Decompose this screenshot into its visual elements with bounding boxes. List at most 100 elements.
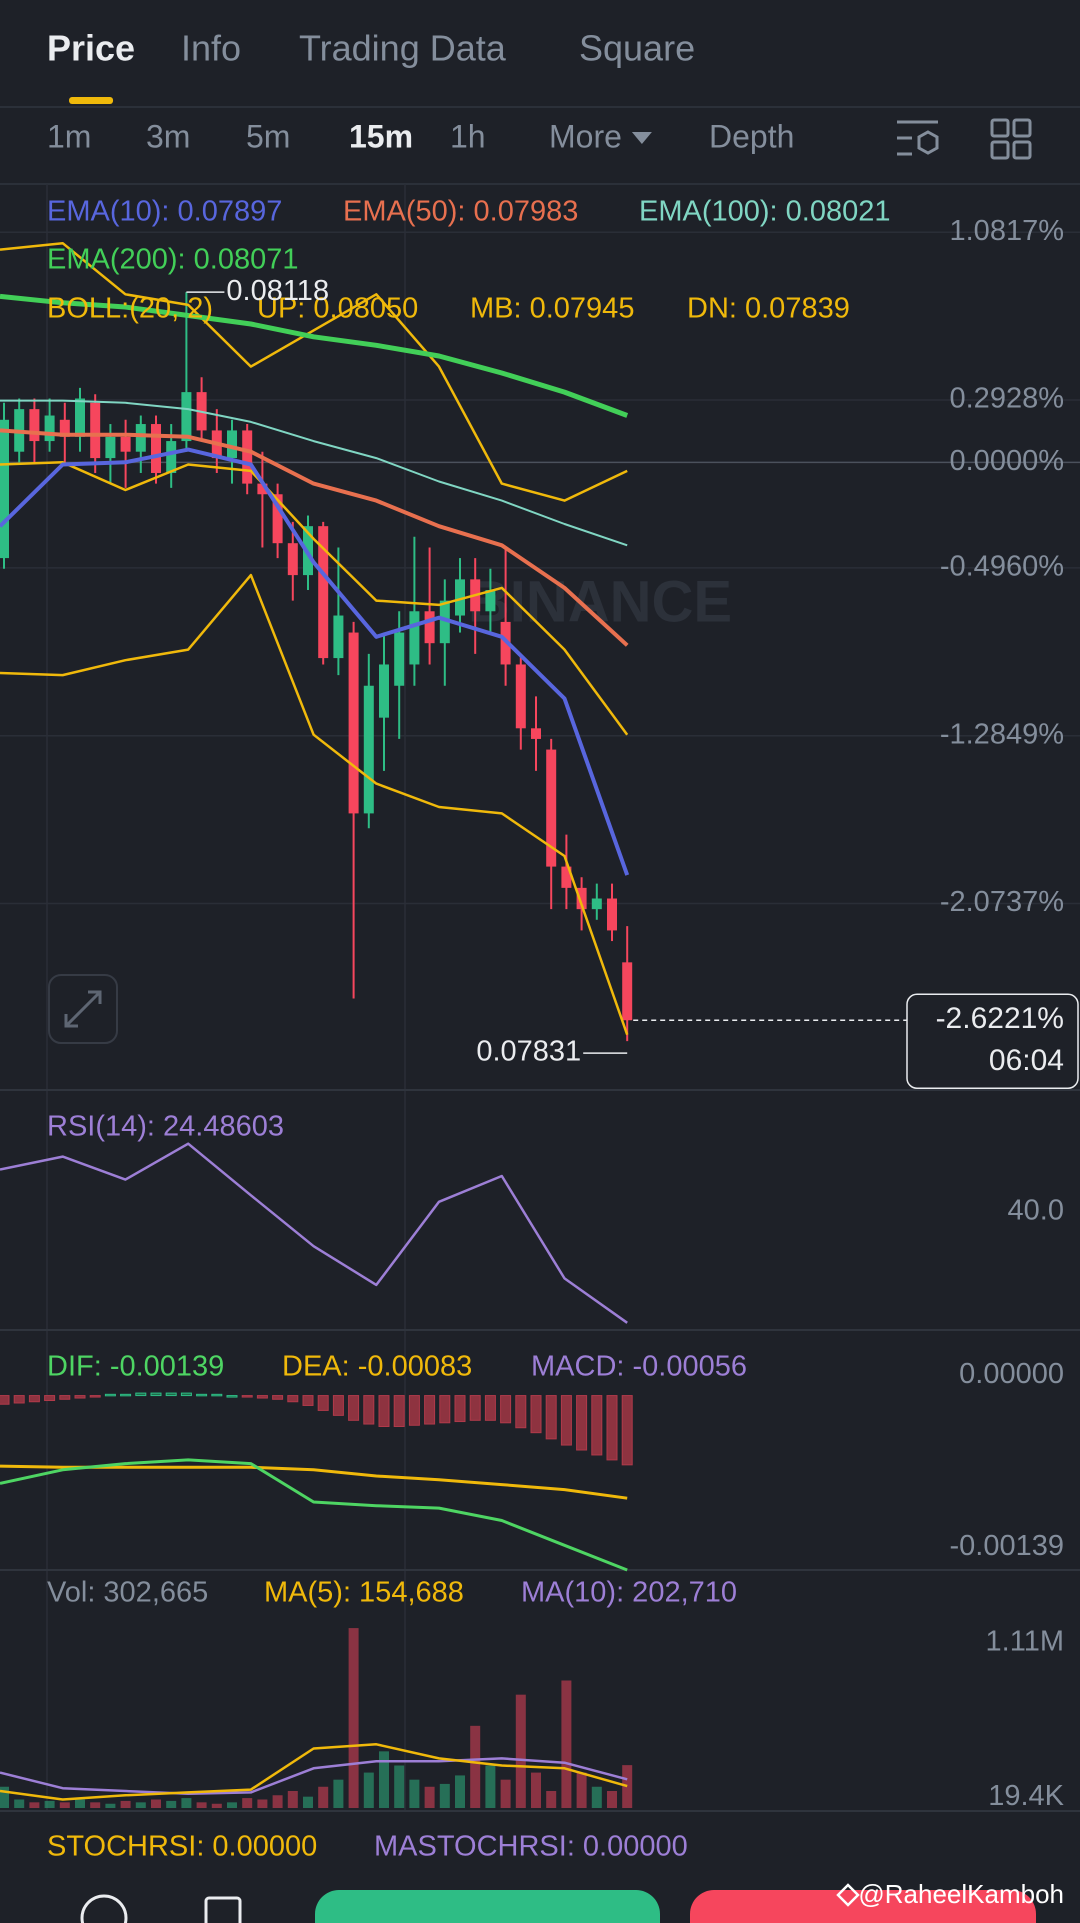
candle-body [257, 483, 268, 495]
macd-bar [120, 1393, 132, 1397]
y-tick-label: -1.2849% [940, 718, 1064, 750]
macd-bar [454, 1395, 466, 1423]
candle-body [379, 664, 389, 718]
tab[interactable]: Trading Data [299, 28, 507, 69]
macd-bar [287, 1395, 299, 1403]
volume-bar [0, 1786, 9, 1808]
macd-bar [408, 1395, 420, 1426]
macd-bar [74, 1395, 86, 1399]
candle-body [622, 962, 633, 1021]
y-tick-label: 19.4K [988, 1780, 1064, 1812]
macd-bar [378, 1395, 390, 1427]
volume-bar [227, 1802, 237, 1808]
candle-body [394, 632, 405, 686]
volume-bar [485, 1765, 496, 1808]
ema-legend: EMA(100): 0.08021 [639, 196, 890, 228]
volume-bar [531, 1772, 541, 1808]
expand-button[interactable] [48, 974, 118, 1044]
volume-bar [424, 1786, 435, 1808]
volume-bar [211, 1803, 222, 1808]
macd-bar [439, 1395, 451, 1424]
volume-bar [29, 1802, 40, 1808]
candle-body [29, 409, 40, 442]
volume-bar [394, 1765, 405, 1808]
candle-body [227, 430, 237, 459]
volume-bar [135, 1802, 146, 1808]
y-tick-label: 40.0 [1008, 1194, 1064, 1226]
candle-body [181, 392, 192, 442]
volume-bar [242, 1798, 253, 1808]
boll-legend: MB: 0.07945 [470, 293, 634, 325]
tab[interactable]: Square [579, 28, 695, 69]
interval[interactable]: Depth [709, 118, 794, 154]
ema-line [0, 293, 629, 418]
macd-bar [0, 1395, 10, 1405]
macd-bar [89, 1395, 101, 1398]
volume-bar [75, 1799, 85, 1808]
last-price-label: -2.6221% [936, 1002, 1064, 1035]
volume-bar [90, 1802, 101, 1808]
candle-body [333, 615, 344, 659]
macd-bar [272, 1395, 284, 1400]
y-tick-label: 1.11M [986, 1625, 1064, 1657]
candle-body [120, 436, 131, 452]
tab[interactable]: Price [47, 28, 135, 69]
y-tick-label: -0.00139 [950, 1530, 1065, 1562]
candle-body [607, 898, 617, 931]
candle-body [515, 664, 526, 729]
volume-bar [348, 1628, 359, 1808]
macd-bar [241, 1395, 253, 1398]
indicator-settings-icon[interactable] [897, 120, 939, 156]
stochrsi-legend: STOCHRSI: 0.00000 [47, 1831, 317, 1863]
interval[interactable]: 3m [146, 118, 190, 154]
y-tick-label: 0.00000 [959, 1358, 1064, 1390]
orders-icon[interactable] [204, 1896, 242, 1923]
candle-body [242, 430, 253, 484]
mastochrsi-legend: MASTOCHRSI: 0.00000 [374, 1831, 688, 1863]
ema-legend: EMA(50): 0.07983 [343, 196, 578, 228]
volume-bar [622, 1765, 633, 1808]
price-tag [906, 993, 1079, 1089]
volume-bar [333, 1779, 344, 1808]
macd-bar [469, 1395, 481, 1421]
macd-bar [28, 1395, 40, 1403]
vol-ma5-line [0, 1743, 628, 1801]
candle-body [546, 749, 557, 867]
rsi-legend: RSI(14): 24.48603 [47, 1111, 284, 1143]
interval[interactable]: 5m [246, 118, 290, 154]
macd-bar [104, 1393, 116, 1397]
candle-body [44, 415, 55, 442]
macd-bar [44, 1395, 56, 1402]
interval[interactable]: 1h [450, 118, 486, 154]
interval[interactable]: More [549, 118, 622, 154]
macd-bar [500, 1395, 512, 1424]
tab[interactable]: Info [181, 28, 241, 69]
bottom-bar [80, 1883, 1036, 1923]
interval[interactable]: 15m [349, 118, 413, 154]
menu-icon[interactable] [80, 1894, 128, 1923]
volume-bar [409, 1779, 420, 1808]
boll-line [0, 461, 629, 736]
candle-body [591, 898, 602, 910]
macd-bar [424, 1395, 436, 1425]
macd-legend: MACD: -0.00056 [531, 1351, 747, 1383]
macd-bar [621, 1395, 633, 1466]
macd-bar [165, 1392, 177, 1397]
buy-button[interactable] [315, 1890, 660, 1923]
candle-body [90, 402, 101, 459]
volume-bar [591, 1786, 602, 1808]
macd-bar [196, 1393, 208, 1397]
volume-bar [257, 1799, 268, 1808]
y-tick-label: 1.0817% [950, 215, 1065, 247]
countdown: 06:04 [989, 1044, 1064, 1077]
macd-bar [484, 1395, 496, 1421]
candle-body [455, 579, 465, 616]
macd-bar [302, 1395, 314, 1406]
ema-line [0, 428, 629, 647]
interval[interactable]: 1m [47, 118, 91, 154]
ema-line [0, 447, 630, 876]
sell-button[interactable] [690, 1890, 1036, 1923]
volume-bar [561, 1680, 572, 1808]
candle-body [287, 543, 298, 576]
layout-icon[interactable] [990, 118, 1032, 160]
